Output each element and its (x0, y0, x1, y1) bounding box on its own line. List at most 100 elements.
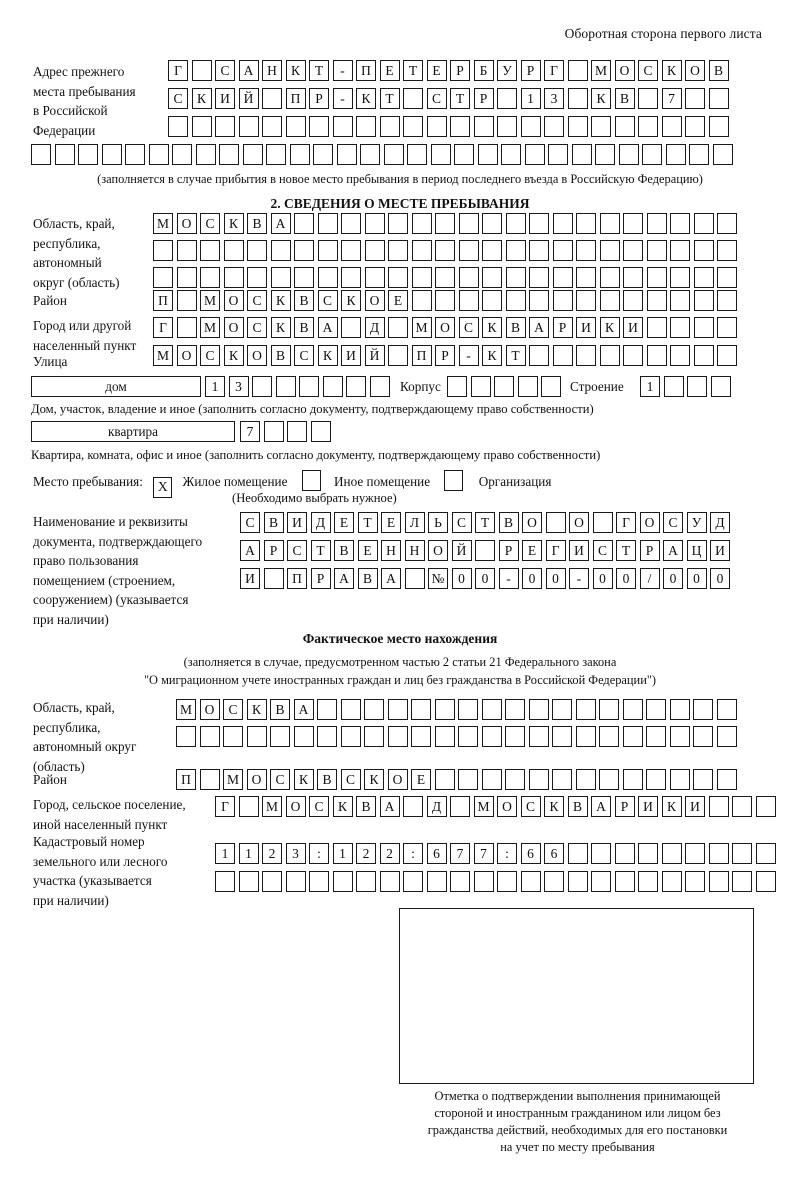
char-cell[interactable]: О (569, 512, 589, 533)
char-cell[interactable] (252, 376, 272, 397)
char-cell[interactable] (693, 699, 713, 720)
char-cell[interactable]: С (270, 769, 290, 790)
char-cell[interactable] (262, 116, 282, 137)
char-cell[interactable] (340, 699, 361, 720)
char-cell[interactable] (246, 726, 267, 747)
char-cell[interactable]: 7 (450, 843, 470, 864)
char-cell[interactable] (708, 843, 729, 864)
char-cell[interactable]: Ь (428, 512, 448, 533)
char-cell[interactable] (693, 769, 713, 790)
char-cell[interactable] (717, 345, 737, 366)
char-cell[interactable]: М (473, 796, 494, 817)
char-cell[interactable]: О (435, 317, 455, 338)
char-cell[interactable] (172, 144, 192, 165)
char-cell[interactable] (646, 317, 667, 338)
char-cell[interactable] (450, 796, 470, 817)
char-cell[interactable] (317, 267, 338, 288)
char-cell[interactable]: В (270, 699, 290, 720)
char-cell[interactable] (552, 726, 572, 747)
char-cell[interactable] (732, 796, 752, 817)
char-cell[interactable] (576, 345, 596, 366)
confirmation-stamp-box[interactable] (399, 908, 754, 1084)
char-cell[interactable] (599, 726, 619, 747)
char-cell[interactable] (263, 421, 284, 442)
char-cell[interactable] (309, 116, 329, 137)
char-cell[interactable] (430, 144, 451, 165)
char-cell[interactable] (310, 421, 331, 442)
char-cell[interactable]: П (285, 88, 306, 109)
char-cell[interactable]: 0 (592, 568, 613, 589)
char-cell[interactable] (270, 726, 290, 747)
char-cell[interactable] (595, 144, 615, 165)
char-cell[interactable]: Т (309, 60, 329, 81)
char-cell[interactable] (336, 144, 357, 165)
char-cell[interactable]: О (176, 345, 197, 366)
char-cell[interactable]: И (341, 345, 361, 366)
char-cell[interactable] (458, 213, 479, 234)
char-cell[interactable]: Е (334, 512, 354, 533)
char-cell[interactable]: И (576, 317, 596, 338)
char-cell[interactable] (732, 843, 752, 864)
char-cell[interactable]: В (317, 769, 337, 790)
char-cell[interactable]: Е (388, 290, 408, 311)
stay-checkbox-organization[interactable] (444, 470, 464, 491)
char-cell[interactable] (693, 213, 714, 234)
char-cell[interactable]: / (639, 568, 660, 589)
char-cell[interactable]: М (262, 796, 282, 817)
char-cell[interactable] (755, 796, 776, 817)
char-cell[interactable] (482, 267, 502, 288)
char-cell[interactable] (435, 213, 455, 234)
char-cell[interactable]: А (270, 213, 291, 234)
char-cell[interactable] (505, 699, 525, 720)
char-cell[interactable]: Р (614, 796, 635, 817)
char-cell[interactable]: 1 (238, 843, 259, 864)
char-cell[interactable]: Т (475, 512, 495, 533)
korpus-row[interactable] (447, 376, 561, 397)
char-cell[interactable]: С (426, 88, 447, 109)
char-cell[interactable]: К (191, 88, 212, 109)
char-cell[interactable]: 0 (663, 568, 683, 589)
char-cell[interactable] (482, 240, 502, 261)
char-cell[interactable]: П (153, 290, 173, 311)
char-cell[interactable]: А (240, 540, 260, 561)
char-cell[interactable] (176, 267, 197, 288)
char-cell[interactable]: К (482, 345, 502, 366)
char-cell[interactable]: И (638, 796, 658, 817)
char-cell[interactable]: А (663, 540, 683, 561)
char-cell[interactable] (708, 871, 729, 892)
char-cell[interactable] (407, 144, 427, 165)
char-cell[interactable] (101, 144, 122, 165)
char-cell[interactable]: Д (426, 796, 447, 817)
char-cell[interactable] (54, 144, 75, 165)
char-cell[interactable] (317, 699, 337, 720)
char-cell[interactable]: В (270, 345, 291, 366)
char-cell[interactable]: М (200, 317, 220, 338)
char-cell[interactable]: : (497, 843, 517, 864)
char-cell[interactable] (528, 699, 549, 720)
char-cell[interactable] (646, 726, 666, 747)
char-cell[interactable] (497, 88, 517, 109)
char-cell[interactable]: Д (310, 512, 331, 533)
char-cell[interactable] (567, 871, 588, 892)
char-cell[interactable]: С (240, 512, 260, 533)
char-cell[interactable]: М (153, 345, 173, 366)
char-cell[interactable] (435, 240, 455, 261)
char-cell[interactable]: А (334, 568, 354, 589)
char-cell[interactable] (31, 144, 51, 165)
char-cell[interactable] (646, 240, 667, 261)
char-cell[interactable]: Р (435, 345, 455, 366)
char-cell[interactable] (317, 240, 338, 261)
char-cell[interactable]: Е (381, 512, 401, 533)
char-cell[interactable] (247, 240, 267, 261)
char-cell[interactable] (517, 376, 538, 397)
char-cell[interactable] (497, 871, 517, 892)
char-cell[interactable] (717, 240, 737, 261)
char-cell[interactable] (176, 317, 197, 338)
char-cell[interactable] (411, 213, 432, 234)
char-cell[interactable] (552, 769, 572, 790)
char-cell[interactable] (708, 116, 729, 137)
